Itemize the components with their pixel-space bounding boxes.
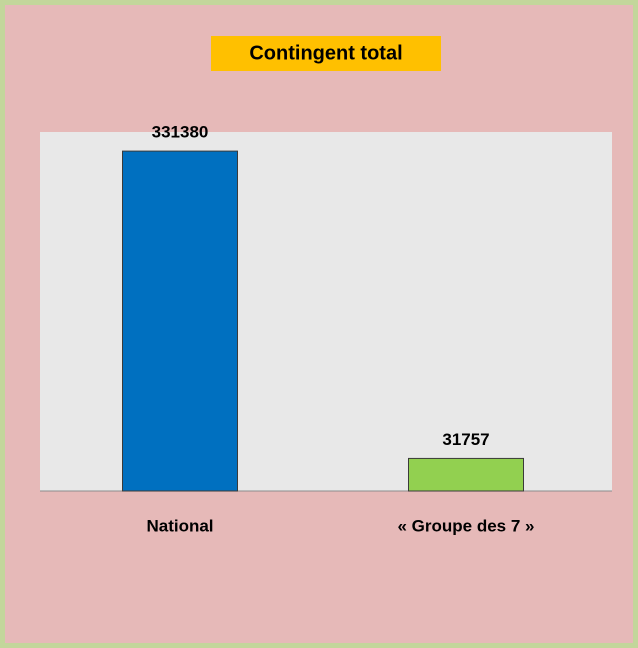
bar (122, 150, 238, 492)
data-label: 31757 (442, 430, 489, 449)
data-label: 331380 (152, 123, 209, 142)
x-tick-label: « Groupe des 7 » (398, 516, 535, 535)
x-tick-label: National (146, 516, 213, 535)
chart-title: Contingent total (249, 42, 402, 64)
bar (408, 457, 524, 492)
title-box (211, 36, 441, 71)
